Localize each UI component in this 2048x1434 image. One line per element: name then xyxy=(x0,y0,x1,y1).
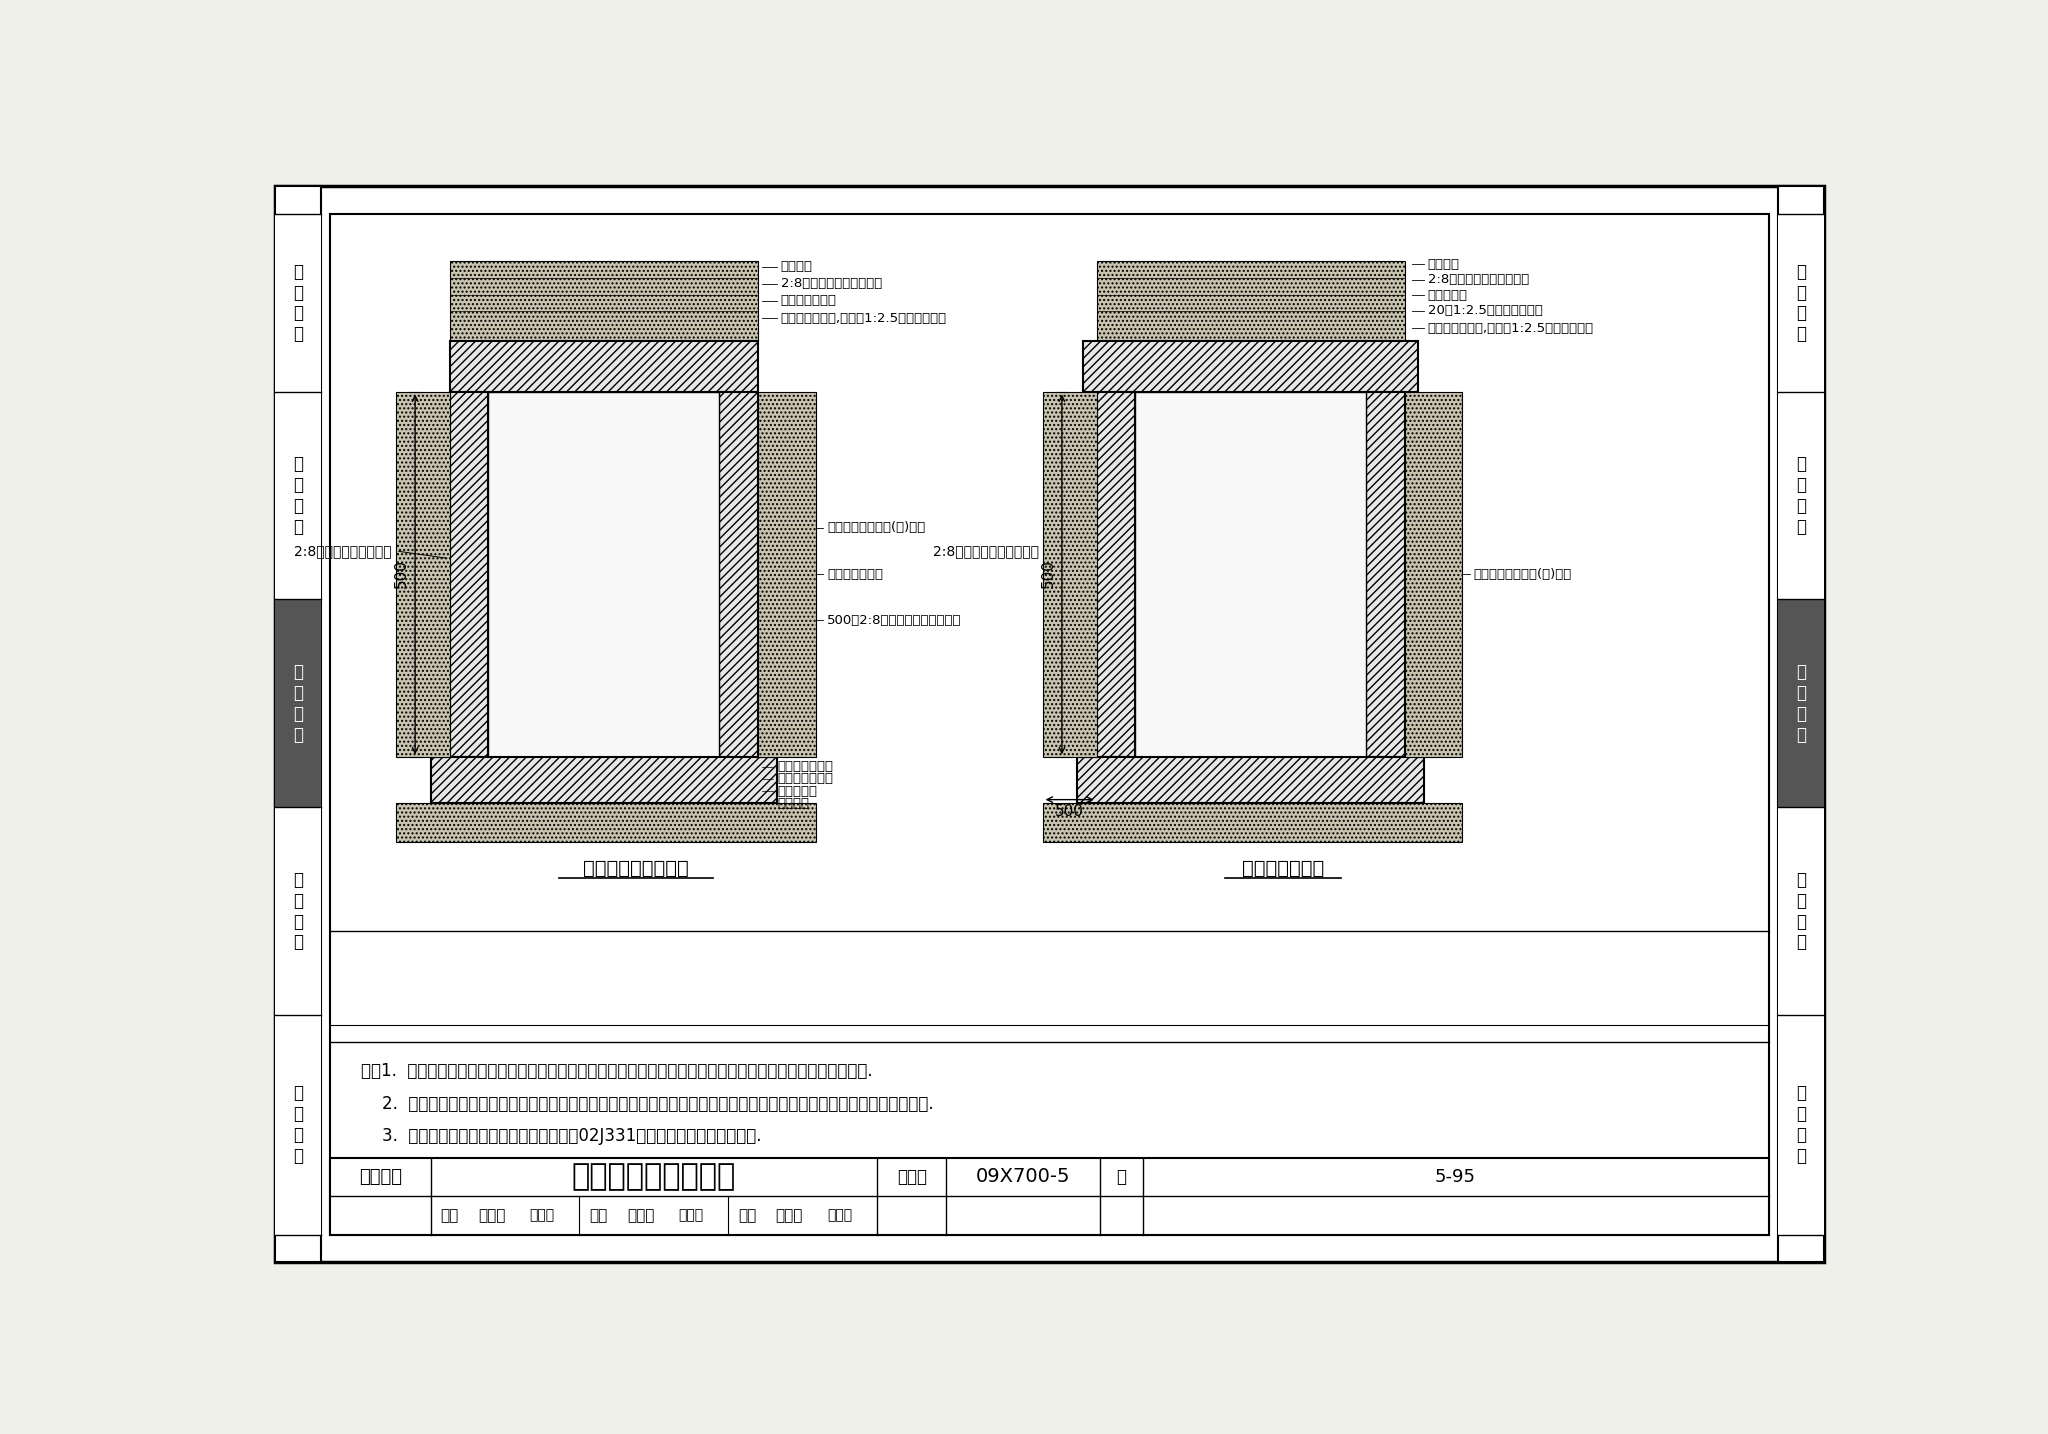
Text: 设
备
安
装: 设 备 安 装 xyxy=(293,870,303,952)
Text: 500: 500 xyxy=(393,559,410,588)
Text: 涂料防水层做法: 涂料防水层做法 xyxy=(1241,859,1325,879)
Bar xyxy=(1778,215,1825,391)
Text: 人（手）孔防水做法: 人（手）孔防水做法 xyxy=(571,1163,735,1192)
Text: 素土夯实: 素土夯实 xyxy=(780,261,813,274)
Text: 王庆海: 王庆海 xyxy=(776,1207,803,1223)
Text: 设
备
安
装: 设 备 安 装 xyxy=(1796,870,1806,952)
Text: 水泥砂浆防水层: 水泥砂浆防水层 xyxy=(776,773,834,786)
Bar xyxy=(274,599,322,807)
Bar xyxy=(1096,391,1135,757)
Bar xyxy=(758,391,815,757)
Bar xyxy=(1778,391,1825,599)
Bar xyxy=(430,757,776,803)
Bar xyxy=(451,391,487,757)
Bar xyxy=(451,261,758,341)
Text: 注：1.  水泥砂浆防水层可采用普通水泥砂浆防水层、聚合物水泥砂浆防水层或防水砂浆防水层，由工程设计确定.: 注：1. 水泥砂浆防水层可采用普通水泥砂浆防水层、聚合物水泥砂浆防水层或防水砂浆… xyxy=(360,1063,872,1080)
Text: 水泥砂浆防水层: 水泥砂浆防水层 xyxy=(780,294,838,307)
Text: 钢筋混凝土盖板,板缝用1:2.5水泥砂浆填实: 钢筋混凝土盖板,板缝用1:2.5水泥砂浆填实 xyxy=(1427,321,1593,336)
Bar xyxy=(274,186,322,1262)
Text: 防
雷
接
地: 防 雷 接 地 xyxy=(293,1084,303,1164)
Text: 页: 页 xyxy=(1116,1167,1126,1186)
Bar xyxy=(1042,391,1096,757)
Bar xyxy=(274,391,322,599)
Bar xyxy=(1778,807,1825,1015)
Text: 500: 500 xyxy=(1055,803,1083,819)
Text: 防
雷
接
地: 防 雷 接 地 xyxy=(1796,1084,1806,1164)
Bar xyxy=(274,215,322,391)
Bar xyxy=(487,391,719,757)
Bar xyxy=(719,391,758,757)
Text: （签）: （签） xyxy=(678,1209,702,1222)
Bar xyxy=(1135,391,1366,757)
Text: （签）: （签） xyxy=(827,1209,852,1222)
Text: 钢筋混凝土底板: 钢筋混凝土底板 xyxy=(776,760,834,773)
Text: 水泥砂浆防水层: 水泥砂浆防水层 xyxy=(827,568,883,581)
Text: 3.  当采用卷材防水层时，工程设计可参照02J331《地沟及盖板》图集的做法.: 3. 当采用卷材防水层时，工程设计可参照02J331《地沟及盖板》图集的做法. xyxy=(360,1127,762,1146)
Text: 500厚2:8灰土或素粘土分层夯实: 500厚2:8灰土或素粘土分层夯实 xyxy=(827,614,963,627)
Bar xyxy=(274,1015,322,1235)
Text: 校对: 校对 xyxy=(590,1207,608,1223)
Bar xyxy=(451,341,758,391)
Text: 5-95: 5-95 xyxy=(1436,1167,1477,1186)
Text: 钢筋混凝土盖板,板缝用1:2.5水泥砂浆填实: 钢筋混凝土盖板,板缝用1:2.5水泥砂浆填实 xyxy=(780,311,946,326)
Text: 2:8灰土或粘土分层夯实: 2:8灰土或粘土分层夯实 xyxy=(295,543,391,558)
Text: 水泥砂浆防水层做法: 水泥砂浆防水层做法 xyxy=(584,859,688,879)
Text: 素土夯实: 素土夯实 xyxy=(776,797,809,810)
Bar xyxy=(1096,261,1405,341)
Text: 素土夯实: 素土夯实 xyxy=(1427,258,1460,271)
Bar xyxy=(1042,803,1462,842)
Text: 机
房
工
程: 机 房 工 程 xyxy=(293,262,303,343)
Bar xyxy=(1778,599,1825,807)
Text: 金福青: 金福青 xyxy=(627,1207,655,1223)
Text: 钢筋混凝土或砌体(块)井壁: 钢筋混凝土或砌体(块)井壁 xyxy=(1475,568,1573,581)
Text: 张超群: 张超群 xyxy=(479,1207,506,1223)
Text: 2.  涂料防水层可采用合成高分子防水涂料、高聚物改性沥青防水涂料及沥青基防水涂料或无机防水涂料，由工程设计确定.: 2. 涂料防水层可采用合成高分子防水涂料、高聚物改性沥青防水涂料及沥青基防水涂料… xyxy=(360,1094,934,1113)
Text: 供
电
电
源: 供 电 电 源 xyxy=(293,455,303,536)
Text: 缆
线
敷
设: 缆 线 敷 设 xyxy=(293,663,303,744)
Text: 混凝土垫层: 混凝土垫层 xyxy=(776,784,817,797)
Text: 审核: 审核 xyxy=(440,1207,459,1223)
Text: 500: 500 xyxy=(1040,559,1055,588)
Bar xyxy=(1083,341,1419,391)
Bar xyxy=(395,803,815,842)
Text: 缆
线
敷
设: 缆 线 敷 设 xyxy=(1796,663,1806,744)
Text: 设计: 设计 xyxy=(737,1207,756,1223)
Text: 2:8灰土或素粘土分层夯实: 2:8灰土或素粘土分层夯实 xyxy=(780,277,883,290)
Bar xyxy=(1778,1015,1825,1235)
Text: 2:8灰土或素粘土分层夯实: 2:8灰土或素粘土分层夯实 xyxy=(1427,274,1530,287)
Text: 机
房
工
程: 机 房 工 程 xyxy=(1796,262,1806,343)
Text: 钢筋混凝土或砌体(块)井壁: 钢筋混凝土或砌体(块)井壁 xyxy=(827,522,926,535)
Text: （签）: （签） xyxy=(530,1209,555,1222)
Bar xyxy=(274,807,322,1015)
Text: 图集号: 图集号 xyxy=(897,1167,928,1186)
Text: 缆线敷设: 缆线敷设 xyxy=(358,1167,401,1186)
Bar xyxy=(1405,391,1462,757)
Bar xyxy=(330,1157,1769,1235)
Text: 2:8灰土或素粘土分层夯实: 2:8灰土或素粘土分层夯实 xyxy=(932,543,1038,558)
Bar xyxy=(395,391,451,757)
Bar xyxy=(1366,391,1405,757)
Text: 09X700-5: 09X700-5 xyxy=(977,1167,1071,1186)
Text: 20厚1:2.5水泥砂浆找平层: 20厚1:2.5水泥砂浆找平层 xyxy=(1427,304,1542,317)
Text: 供
电
电
源: 供 电 电 源 xyxy=(1796,455,1806,536)
Text: 涂料防水层: 涂料防水层 xyxy=(1427,288,1468,301)
Bar xyxy=(1778,186,1825,1262)
Bar xyxy=(1077,757,1423,803)
